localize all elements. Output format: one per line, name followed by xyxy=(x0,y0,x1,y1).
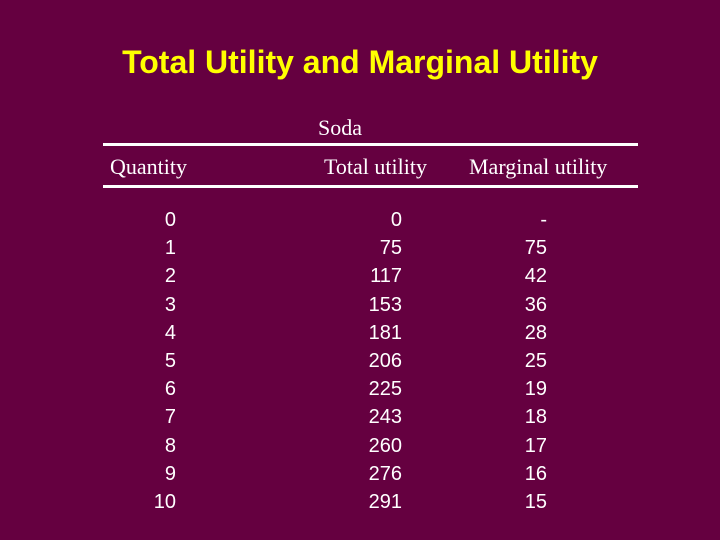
total-utility-cell: 181 xyxy=(368,321,402,344)
quantity-cell: 9 xyxy=(164,462,176,485)
column-header-quantity: Quantity xyxy=(110,154,187,179)
table-header-bottom-rule xyxy=(103,185,638,188)
marginal-utility-cell: 42 xyxy=(524,265,547,288)
marginal-utility-cell: 36 xyxy=(524,293,547,316)
quantity-cell: 1 xyxy=(164,237,176,260)
marginal-utility-cell: 28 xyxy=(524,321,547,344)
quantity-cell: 6 xyxy=(164,378,176,401)
table-header-top-rule xyxy=(103,143,638,146)
quantity-cell: 10 xyxy=(153,490,176,513)
total-utility-column: 0 75 117 153 181 206 225 243 260 276 291 xyxy=(340,206,402,516)
total-utility-cell: 276 xyxy=(368,462,402,485)
table-group-label: Soda xyxy=(318,115,362,140)
quantity-cell: 2 xyxy=(164,265,176,288)
total-utility-cell: 117 xyxy=(370,265,402,288)
quantity-cell: 8 xyxy=(164,434,176,457)
column-header-marginal-utility: Marginal utility xyxy=(469,154,608,179)
quantity-cell: 0 xyxy=(164,209,176,231)
total-utility-cell: 153 xyxy=(368,293,402,316)
total-utility-cell: 75 xyxy=(379,237,402,260)
marginal-utility-cell: 18 xyxy=(524,406,547,429)
quantity-cell: 5 xyxy=(164,349,176,372)
total-utility-cell: 243 xyxy=(368,406,402,429)
total-utility-cell: 260 xyxy=(368,434,402,457)
marginal-utility-cell: 17 xyxy=(524,434,547,457)
quantity-cell: 7 xyxy=(164,406,176,429)
marginal-utility-cell: 25 xyxy=(524,349,547,372)
marginal-utility-cell: 75 xyxy=(524,237,547,260)
slide-title: Total Utility and Marginal Utility xyxy=(122,44,598,80)
quantity-cell: 4 xyxy=(164,321,176,344)
column-header-total-utility: Total utility xyxy=(324,154,427,179)
marginal-utility-cell: 15 xyxy=(524,490,547,513)
marginal-utility-cell: 16 xyxy=(524,462,547,485)
total-utility-cell: 0 xyxy=(390,209,402,231)
total-utility-cell: 225 xyxy=(368,378,402,401)
marginal-utility-column: - 75 42 36 28 25 19 18 17 16 15 xyxy=(490,206,547,516)
quantity-column: 0 1 2 3 4 5 6 7 8 9 10 xyxy=(120,206,176,516)
total-utility-cell: 291 xyxy=(368,490,402,513)
marginal-utility-cell: - xyxy=(540,209,547,231)
quantity-cell: 3 xyxy=(164,293,176,316)
marginal-utility-cell: 19 xyxy=(524,378,547,401)
total-utility-cell: 206 xyxy=(368,349,402,372)
